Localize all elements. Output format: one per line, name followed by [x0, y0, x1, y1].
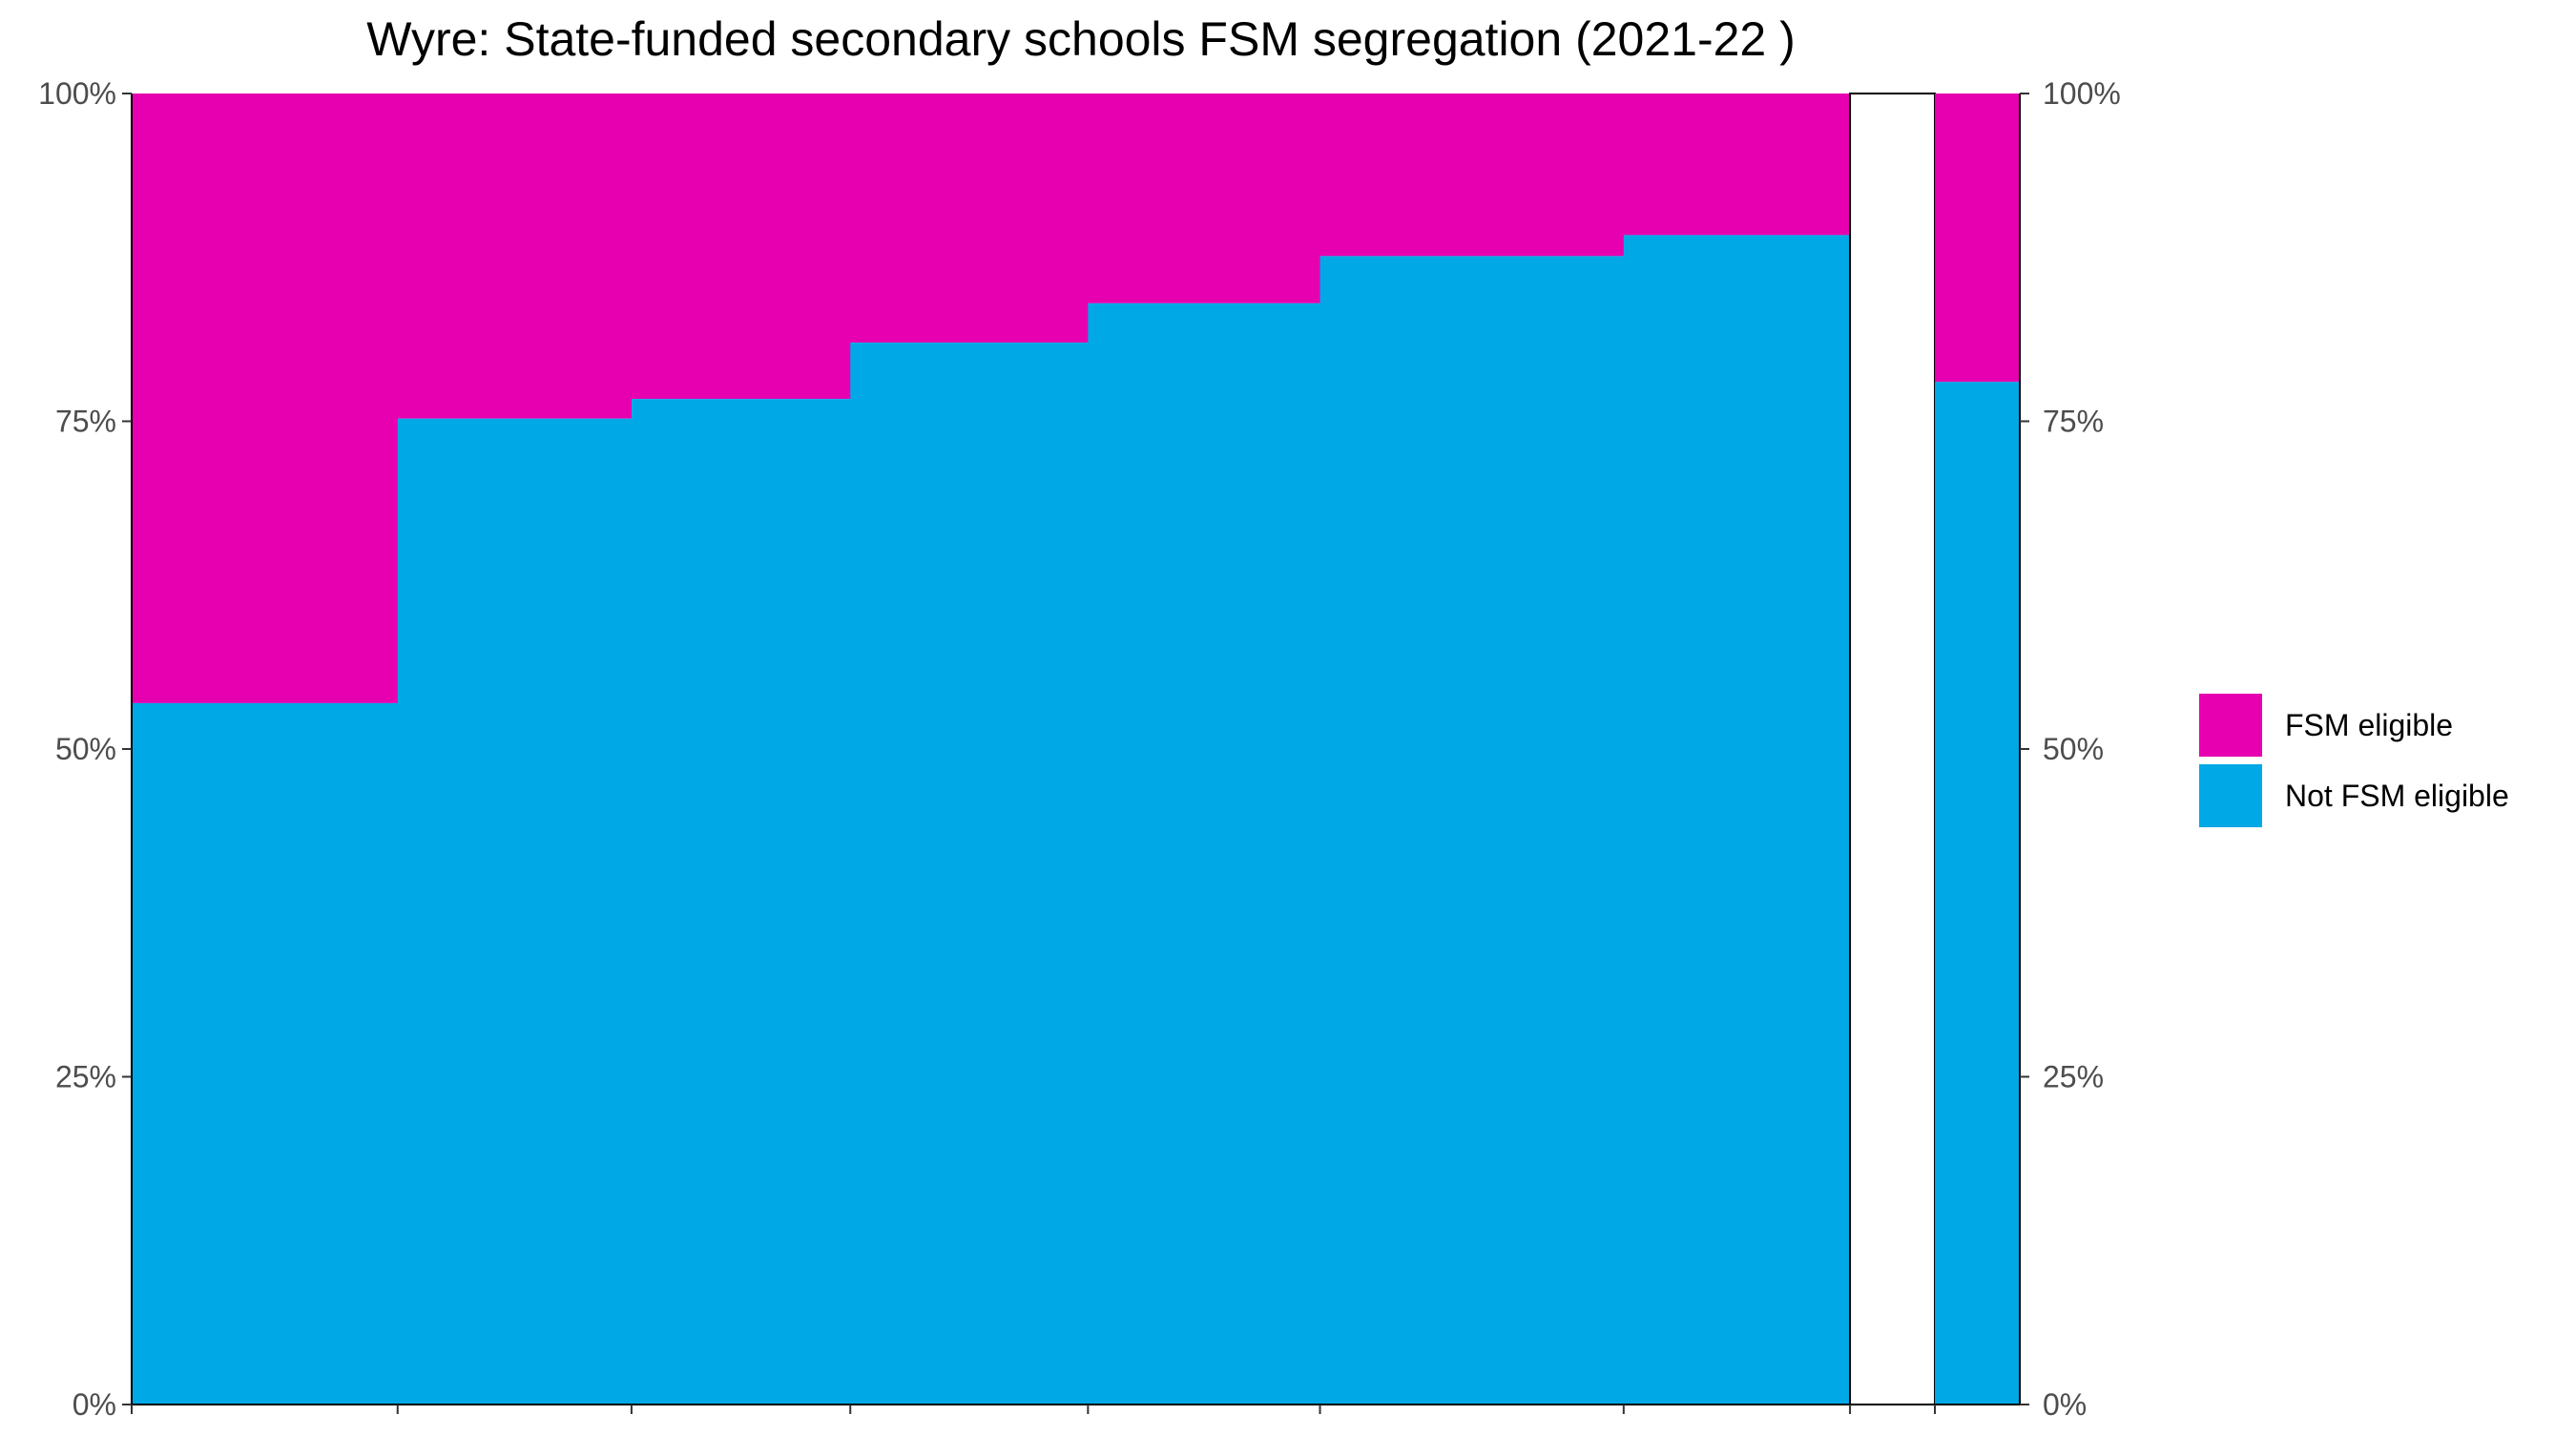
- bar-fsm-school-6: [1319, 94, 1625, 257]
- chart-title: Wyre: State-funded secondary schools FSM…: [366, 12, 1796, 66]
- bar-not-fsm-school-5: [1088, 302, 1321, 1405]
- y-tick-label-left: 100%: [38, 76, 116, 111]
- bar-fsm-school-1: [132, 94, 399, 703]
- y-tick-label-left: 25%: [55, 1060, 116, 1094]
- bar-not-fsm-school-2: [397, 418, 633, 1405]
- bar-fsm-school-2: [397, 94, 633, 419]
- legend-label-fsm-eligible: FSM eligible: [2285, 708, 2453, 742]
- bar-not-fsm-school-1: [132, 702, 399, 1405]
- y-tick-label-right: 0%: [2043, 1387, 2087, 1422]
- axes-layer: 0% 0% 25% 25% 50% 50% 75% 75% 100% 100%: [38, 76, 2121, 1422]
- bar-fsm-school-7: [1623, 94, 1851, 236]
- bar-not-fsm-school-3: [631, 399, 851, 1405]
- y-tick-label-right: 25%: [2043, 1060, 2104, 1094]
- bar-not-fsm-school-7: [1623, 235, 1851, 1405]
- y-tick-label-left: 75%: [55, 405, 116, 439]
- legend: FSM eligible Not FSM eligible: [2199, 694, 2509, 827]
- y-tick-label-right: 50%: [2043, 732, 2104, 766]
- bar-not-fsm-overall: [1935, 382, 2020, 1405]
- bar-fsm-school-3: [631, 94, 851, 400]
- legend-label-not-fsm-eligible: Not FSM eligible: [2285, 779, 2509, 813]
- gap-column: [1849, 93, 1937, 1405]
- bar-fsm-school-4: [850, 94, 1089, 343]
- y-tick-label-right: 100%: [2043, 76, 2121, 111]
- bar-fsm-school-5: [1088, 94, 1321, 303]
- bar-not-fsm-school-4: [850, 343, 1089, 1405]
- y-tick-label-left: 50%: [55, 732, 116, 766]
- bars-layer: [132, 93, 2020, 1405]
- legend-key-fsm-eligible: [2199, 694, 2262, 757]
- bar-not-fsm-school-6: [1319, 256, 1625, 1405]
- bar-fsm-overall: [1935, 94, 2020, 383]
- y-tick-label-right: 75%: [2043, 405, 2104, 439]
- y-tick-label-left: 0%: [73, 1387, 116, 1422]
- legend-key-not-fsm-eligible: [2199, 764, 2262, 827]
